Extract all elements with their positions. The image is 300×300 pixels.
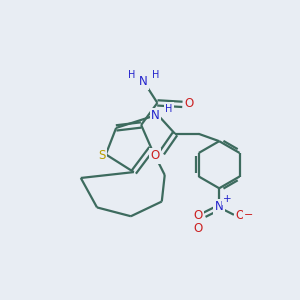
Text: O: O bbox=[151, 149, 160, 162]
Text: −: − bbox=[244, 210, 253, 220]
Text: N: N bbox=[215, 200, 224, 213]
Text: +: + bbox=[223, 194, 232, 204]
Text: O: O bbox=[236, 209, 245, 222]
Text: N: N bbox=[151, 109, 160, 122]
Text: H: H bbox=[128, 70, 135, 80]
Text: O: O bbox=[194, 209, 202, 222]
Text: H: H bbox=[166, 104, 173, 114]
Text: O: O bbox=[194, 221, 202, 235]
Text: O: O bbox=[184, 97, 194, 110]
Text: S: S bbox=[99, 149, 106, 162]
Text: H: H bbox=[152, 70, 159, 80]
Text: N: N bbox=[139, 75, 148, 88]
